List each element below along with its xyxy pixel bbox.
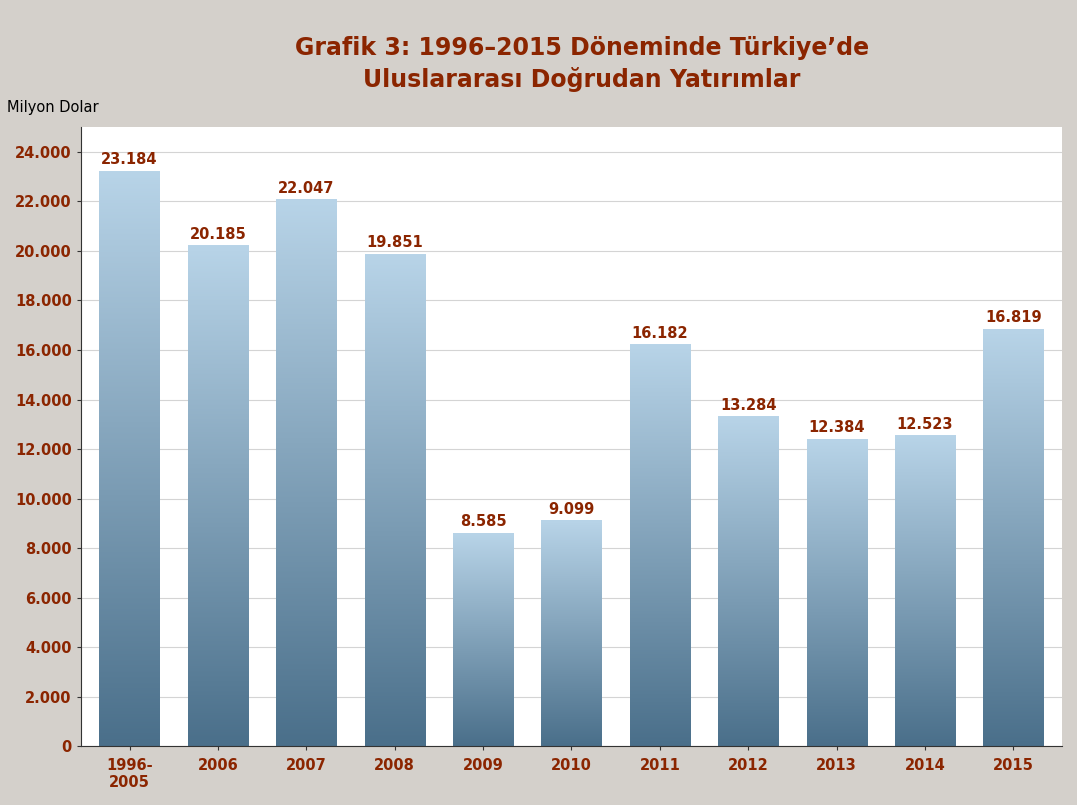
Text: 12.523: 12.523 — [897, 417, 953, 431]
Text: 16.182: 16.182 — [631, 326, 688, 341]
Text: 20.185: 20.185 — [190, 227, 247, 242]
Text: 23.184: 23.184 — [101, 152, 157, 167]
Text: 16.819: 16.819 — [985, 310, 1041, 325]
Text: 13.284: 13.284 — [721, 398, 777, 413]
Text: 22.047: 22.047 — [278, 180, 335, 196]
Text: 19.851: 19.851 — [366, 235, 423, 250]
Text: 12.384: 12.384 — [809, 420, 865, 436]
Text: Grafik 3: 1996–2015 Döneminde Türkiye’de
Uluslararası Doğrudan Yatırımlar: Grafik 3: 1996–2015 Döneminde Türkiye’de… — [294, 36, 869, 93]
Text: 9.099: 9.099 — [548, 502, 595, 517]
Text: Milyon Dolar: Milyon Dolar — [8, 100, 99, 114]
Text: 8.585: 8.585 — [460, 514, 506, 529]
